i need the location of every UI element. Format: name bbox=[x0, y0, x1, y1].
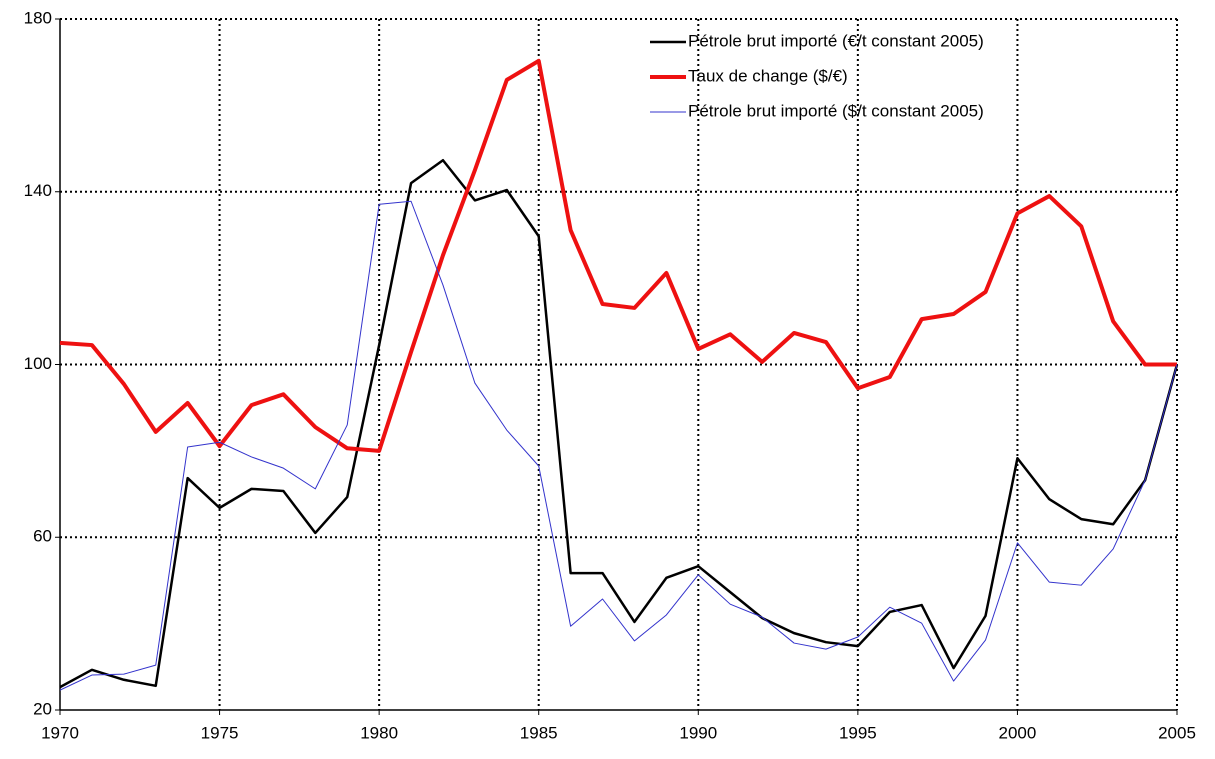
x-tick-label: 1980 bbox=[360, 723, 398, 742]
x-tick-label: 1990 bbox=[679, 723, 717, 742]
x-tick-label: 1970 bbox=[41, 723, 79, 742]
x-tick-label: 1995 bbox=[839, 723, 877, 742]
series-line bbox=[59, 58, 1177, 453]
y-tick-label: 180 bbox=[24, 8, 52, 27]
y-tick-label: 60 bbox=[33, 527, 52, 546]
y-tick-label: 100 bbox=[24, 354, 52, 373]
x-tick-label: 1985 bbox=[520, 723, 558, 742]
y-tick-label: 140 bbox=[24, 181, 52, 200]
y-tick-label: 20 bbox=[33, 699, 52, 718]
x-tick-label: 1975 bbox=[201, 723, 239, 742]
series-line bbox=[59, 200, 1178, 691]
legend-label: Pétrole brut importé (€/t constant 2005) bbox=[688, 31, 984, 50]
x-tick-label: 2005 bbox=[1158, 723, 1196, 742]
legend-label: Pétrole brut importé ($/t constant 2005) bbox=[688, 101, 984, 120]
x-tick-label: 2000 bbox=[999, 723, 1037, 742]
legend-label: Taux de change ($/€) bbox=[688, 66, 848, 85]
series-line bbox=[59, 158, 1179, 689]
